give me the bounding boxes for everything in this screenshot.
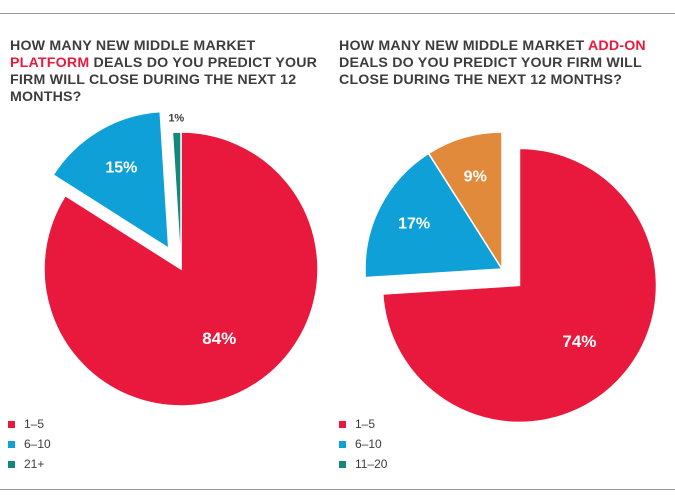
title-highlight: ADD-ON (587, 38, 646, 54)
legend-item: 1–5 (339, 414, 387, 434)
legend-swatch (8, 460, 15, 468)
slice-label: 9% (464, 168, 487, 185)
slice-label: 84% (202, 329, 236, 348)
legend-item: 1–5 (8, 414, 51, 434)
bottom-divider (0, 489, 675, 490)
title-text: HOW MANY NEW MIDDLE MARKET (339, 38, 588, 54)
legend-item: 6–10 (339, 434, 387, 454)
pie-slice (381, 147, 658, 424)
legend-swatch (8, 420, 15, 428)
legend-label: 6–10 (24, 437, 51, 451)
legend-swatch (339, 420, 346, 428)
pie-slice (364, 152, 504, 279)
title-text: DEALS DO YOU PREDICT YOUR FIRM WILL CLOS… (10, 55, 318, 105)
legend-swatch (8, 440, 15, 448)
legend-label: 21+ (24, 457, 45, 471)
legend-label: 11–20 (355, 457, 388, 471)
slice-label: 74% (562, 332, 596, 351)
legend-label: 1–5 (355, 417, 376, 431)
pie-slice (427, 131, 503, 272)
slice-label: 1% (168, 112, 184, 124)
top-divider (0, 13, 675, 14)
title-text: HOW MANY NEW MIDDLE MARKET (10, 38, 256, 54)
platform-chart-title: HOW MANY NEW MIDDLE MARKET PLATFORM DEAL… (10, 38, 330, 106)
legend-item: 11–20 (339, 454, 387, 474)
pie-slice (43, 131, 319, 407)
legend-swatch (339, 440, 346, 448)
addon-chart-title: HOW MANY NEW MIDDLE MARKET ADD-ON DEALS … (339, 38, 659, 89)
legend-label: 1–5 (24, 417, 45, 431)
legend-swatch (339, 460, 346, 468)
platform-legend: 1–5 6–10 21+ (8, 414, 51, 474)
title-highlight: PLATFORM (10, 55, 90, 71)
slice-label: 15% (105, 160, 137, 177)
title-text: DEALS DO YOU PREDICT YOUR FIRM WILL CLOS… (339, 55, 642, 88)
legend-item: 21+ (8, 454, 51, 474)
legend-label: 6–10 (355, 437, 382, 451)
pie-slice (171, 131, 182, 270)
addon-legend: 1–5 6–10 11–20 (339, 414, 387, 474)
legend-item: 6–10 (8, 434, 51, 454)
slice-label: 17% (398, 216, 430, 233)
pie-slice (52, 110, 170, 250)
